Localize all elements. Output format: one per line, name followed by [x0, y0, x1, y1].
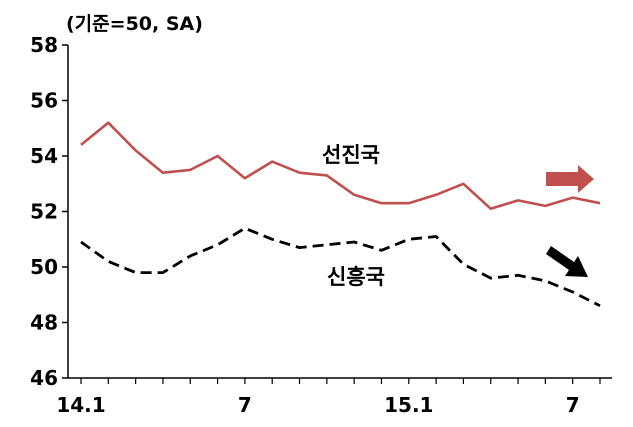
trend-arrow-down-right	[546, 246, 588, 277]
y-tick-label: 56	[30, 89, 58, 113]
arrow-layer	[546, 165, 594, 277]
x-tick-label: 7	[566, 393, 580, 417]
series-label-emerging: 신흥국	[327, 265, 385, 289]
x-tick-label: 15.1	[384, 393, 433, 417]
y-tick-label: 46	[30, 366, 58, 390]
x-axis: 14.1 7 15.1 7	[56, 377, 612, 417]
x-tick-label: 7	[238, 393, 252, 417]
y-tick-label: 48	[30, 311, 58, 335]
series-layer	[80, 121, 601, 308]
series-line-emerging	[80, 226, 601, 308]
y-tick-label: 50	[30, 255, 58, 279]
x-tick-label: 14.1	[56, 393, 105, 417]
unit-label: (기준=50, SA)	[66, 13, 203, 35]
y-tick-label: 52	[30, 200, 58, 224]
series-line-advanced	[80, 121, 601, 210]
series-label-advanced: 선진국	[322, 143, 380, 167]
y-tick-label: 54	[30, 144, 58, 168]
trend-arrow-right	[546, 165, 594, 193]
y-tick-label: 58	[30, 33, 58, 57]
y-axis: 46 48 50 52 54 56 58	[30, 33, 69, 390]
